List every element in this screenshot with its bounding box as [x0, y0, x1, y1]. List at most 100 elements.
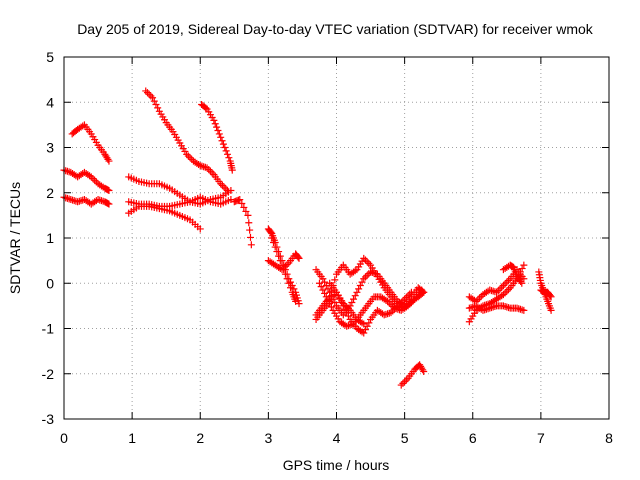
data-point — [281, 262, 289, 270]
data-point — [236, 196, 244, 204]
data-point — [493, 288, 501, 296]
data-point — [225, 154, 233, 162]
data-point — [409, 297, 417, 305]
data-point — [154, 104, 162, 112]
data-point — [476, 294, 484, 302]
data-point — [520, 261, 528, 269]
data-point — [317, 283, 325, 291]
data-point — [353, 288, 361, 296]
data-point — [219, 140, 227, 148]
data-point — [326, 300, 334, 308]
data-point — [399, 297, 407, 305]
plot-frame — [63, 56, 610, 420]
series-arc-18 — [397, 361, 428, 389]
data-point — [218, 137, 226, 145]
data-point — [474, 296, 482, 304]
data-point — [546, 292, 554, 300]
data-point — [149, 94, 157, 102]
data-point — [363, 271, 371, 279]
data-point — [404, 292, 412, 300]
data-point — [242, 207, 250, 215]
x-tick-label: 6 — [469, 430, 477, 446]
data-point — [407, 298, 415, 306]
data-point — [205, 166, 213, 174]
data-point — [358, 278, 366, 286]
data-point — [360, 275, 368, 283]
data-point — [244, 211, 252, 219]
series-arc-12 — [268, 234, 300, 305]
y-tick-label: 5 — [46, 49, 54, 65]
data-point — [520, 306, 528, 314]
data-point — [246, 226, 254, 234]
data-point — [218, 181, 226, 189]
data-point — [211, 120, 219, 128]
series-arc-22 — [499, 261, 526, 287]
data-point — [186, 154, 194, 162]
y-tick-label: 1 — [46, 230, 54, 246]
series-arc-8 — [198, 101, 236, 174]
data-point — [401, 378, 409, 386]
data-point — [220, 183, 228, 191]
data-point — [294, 253, 302, 261]
data-point — [351, 292, 359, 300]
x-tick-label: 3 — [264, 430, 272, 446]
data-point — [407, 288, 415, 296]
data-point — [365, 259, 373, 267]
data-point — [183, 150, 191, 158]
series-arc-7 — [142, 87, 231, 194]
data-point — [402, 376, 410, 384]
chart-title: Day 205 of 2019, Sidereal Day-to-day VTE… — [77, 21, 594, 37]
data-point — [246, 233, 254, 241]
data-point — [152, 101, 160, 109]
data-point — [327, 303, 335, 311]
data-point — [222, 185, 230, 193]
data-point — [406, 290, 414, 298]
data-point — [319, 275, 327, 283]
data-point — [202, 104, 210, 112]
data-point — [213, 123, 221, 131]
data-point — [268, 234, 276, 242]
data-point — [360, 254, 368, 262]
data-point — [222, 147, 230, 155]
data-point — [358, 319, 366, 327]
series-arc-9 — [230, 196, 255, 249]
data-point — [285, 279, 293, 287]
data-point — [203, 164, 211, 172]
data-point — [499, 282, 507, 290]
data-point — [281, 270, 289, 278]
data-point — [105, 157, 113, 165]
y-tick-label: -1 — [42, 321, 55, 337]
data-point — [331, 276, 339, 284]
data-point — [361, 256, 369, 264]
data-point — [496, 285, 504, 293]
data-point — [215, 130, 223, 138]
data-point — [350, 295, 358, 303]
data-point — [275, 252, 283, 260]
data-point — [247, 241, 255, 249]
data-point — [287, 284, 295, 292]
data-point — [363, 258, 371, 266]
data-point — [365, 319, 373, 327]
data-point — [105, 200, 113, 208]
data-point — [518, 265, 526, 273]
data-point — [145, 90, 153, 98]
data-point — [397, 381, 405, 389]
data-point — [87, 173, 95, 181]
data-point — [401, 295, 409, 303]
data-point — [501, 289, 509, 297]
data-point — [295, 254, 303, 262]
data-point — [240, 203, 248, 211]
data-point — [331, 298, 339, 306]
series-arc-15 — [312, 288, 415, 337]
x-tick-label: 5 — [401, 430, 409, 446]
data-point — [406, 300, 414, 308]
data-point — [418, 286, 426, 294]
data-point — [89, 175, 97, 183]
data-point — [420, 367, 428, 375]
data-point — [399, 379, 407, 387]
data-point — [104, 155, 112, 163]
data-point — [361, 273, 369, 281]
x-tick-label: 4 — [333, 430, 341, 446]
data-point — [360, 320, 368, 328]
data-point — [505, 276, 513, 284]
